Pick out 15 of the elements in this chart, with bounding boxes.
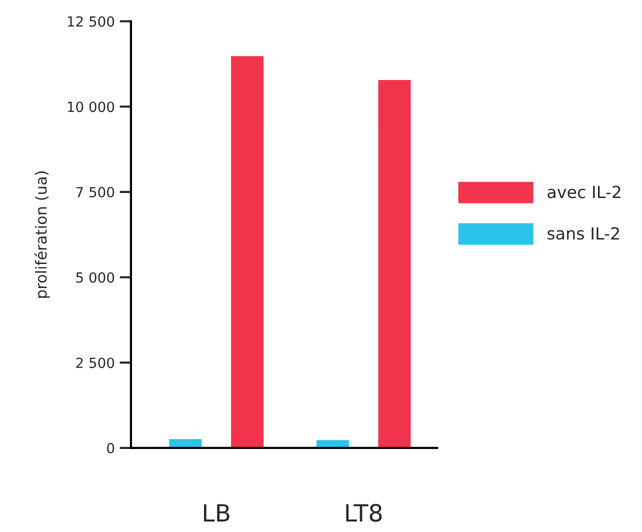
- y-tick-label: 12 500: [68, 16, 114, 27]
- bar: [315, 438, 350, 448]
- y-tick-label: 10 000: [68, 102, 114, 112]
- x-tick-label: LB: [204, 504, 230, 522]
- y-tick-label: 7 500: [76, 186, 114, 198]
- x-tick-label: LT8: [346, 504, 382, 522]
- y-tick-label: 2 500: [76, 358, 114, 368]
- y-tick-label: 5 000: [76, 272, 114, 283]
- y-axis-title: prolifération (ua): [34, 171, 50, 298]
- bar: [230, 54, 265, 448]
- bar: [168, 438, 204, 448]
- legend-label: avec IL-2: [548, 186, 620, 198]
- bar: [376, 78, 412, 448]
- legend-label: sans IL-2: [548, 227, 619, 240]
- y-tick-label: 0: [107, 442, 114, 454]
